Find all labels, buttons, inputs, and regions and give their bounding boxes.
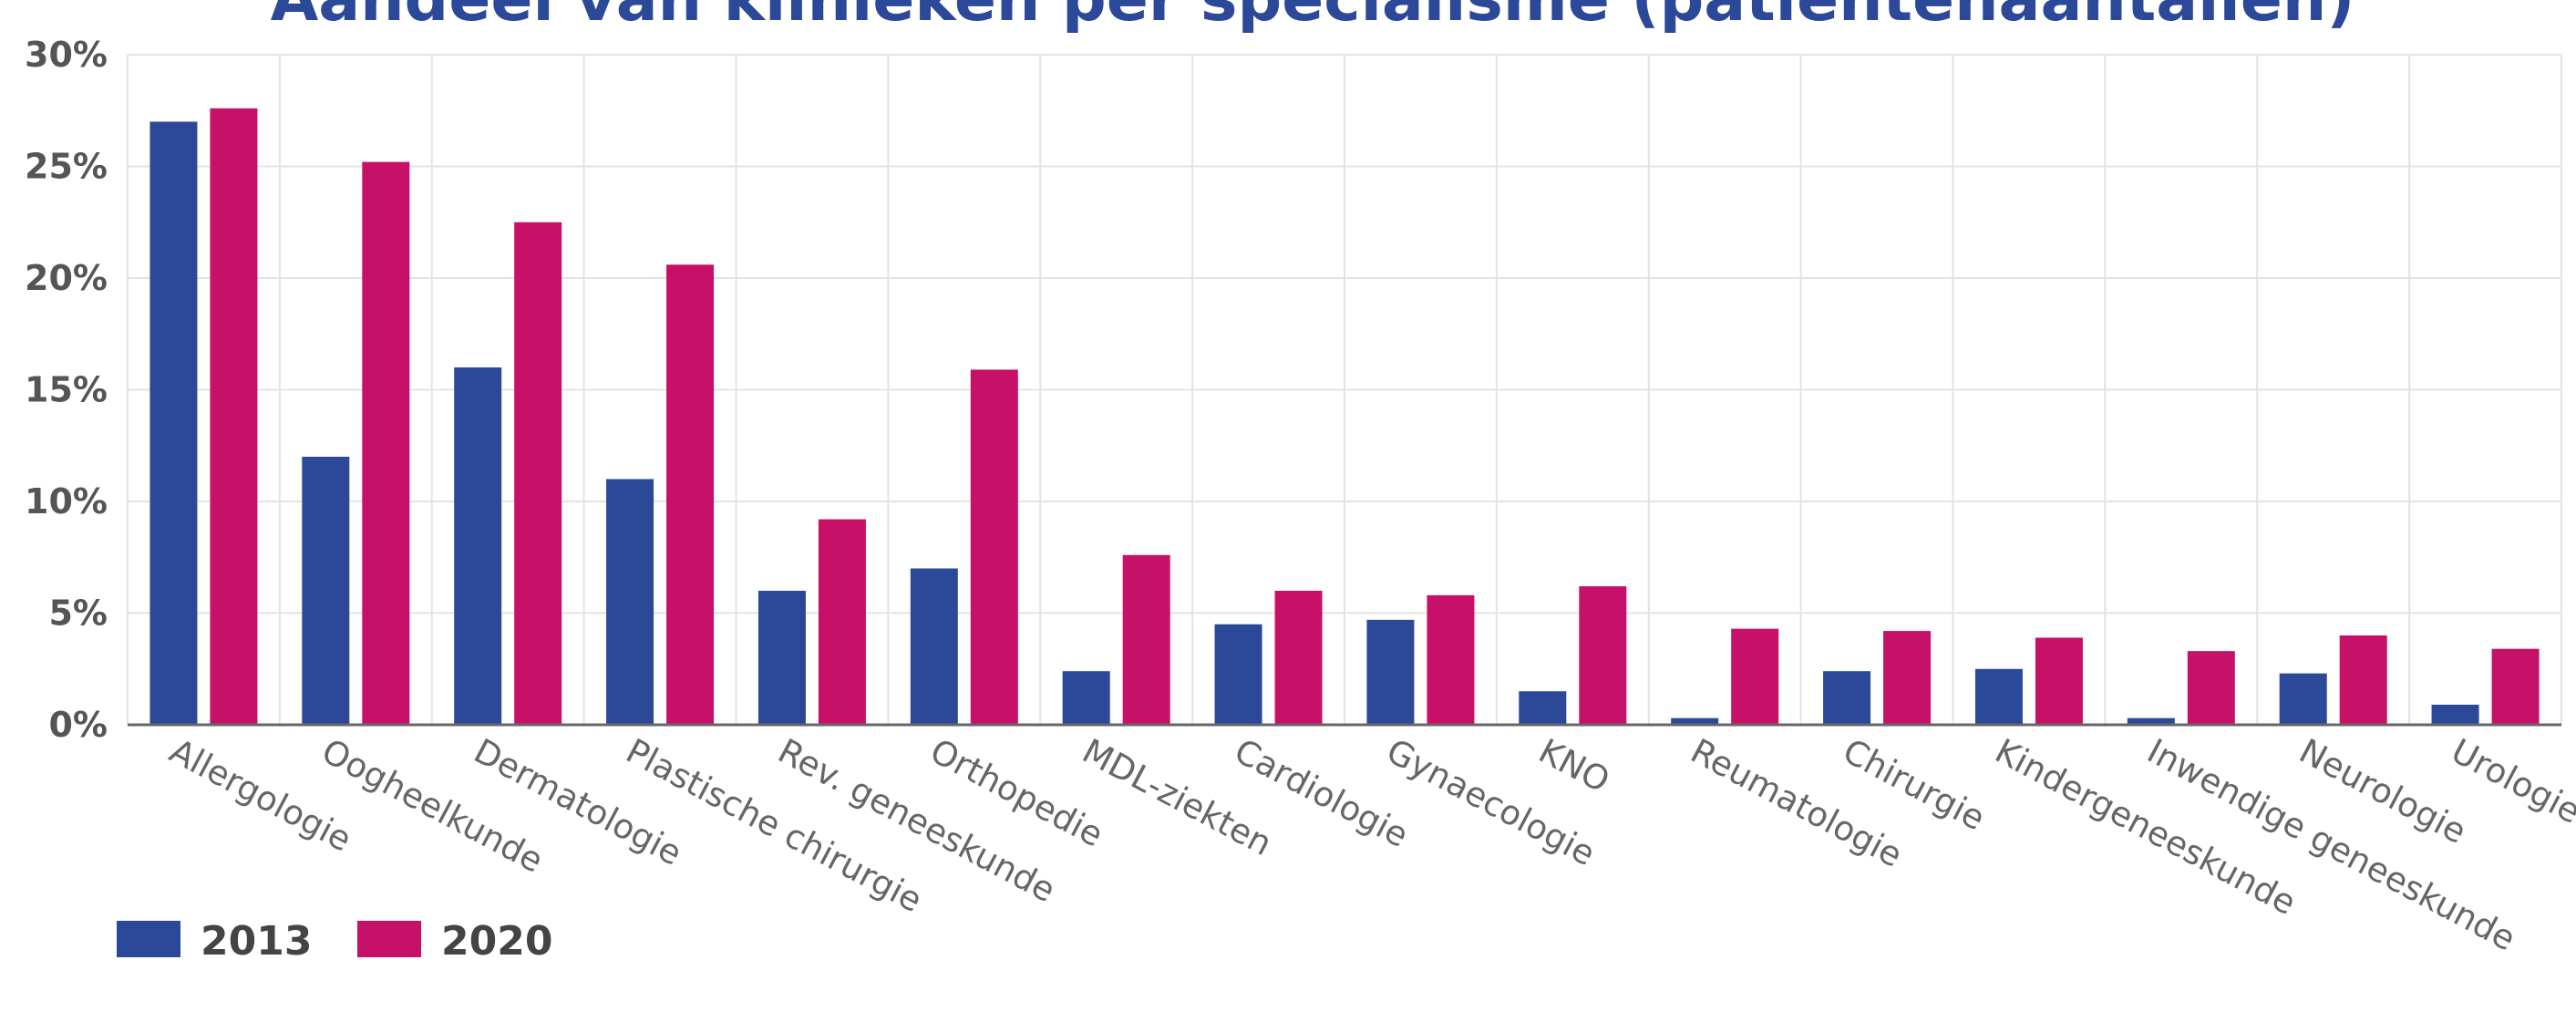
y-tick-label: 15% bbox=[25, 370, 108, 410]
bar-2013 bbox=[302, 457, 350, 725]
y-tick-label: 30% bbox=[25, 35, 108, 75]
chart-title: Aandeel van klinieken per specialisme (p… bbox=[271, 0, 2355, 36]
bar-2020 bbox=[666, 264, 715, 725]
bar-2013 bbox=[2279, 673, 2327, 725]
gridlines bbox=[127, 54, 2562, 726]
bar-2013 bbox=[1366, 619, 1415, 725]
bar-2020 bbox=[210, 108, 258, 726]
y-axis-ticks: 0% 5% 10% 15% 20% 25% 30% bbox=[25, 35, 108, 745]
bar-2013 bbox=[1974, 668, 2023, 725]
y-tick-label: 20% bbox=[25, 258, 108, 298]
bar-2020 bbox=[1122, 554, 1170, 725]
y-tick-label: 10% bbox=[25, 481, 108, 521]
bar-2013 bbox=[757, 591, 806, 725]
bar-2020 bbox=[1579, 586, 1627, 725]
bar-2013 bbox=[1214, 624, 1262, 725]
bar-2020 bbox=[1427, 594, 1475, 725]
bar-2020 bbox=[1883, 631, 1932, 725]
bar-2020 bbox=[514, 222, 562, 725]
bar-2020 bbox=[818, 519, 866, 725]
bar-2013 bbox=[1519, 691, 1567, 725]
y-tick-label: 5% bbox=[48, 594, 108, 634]
legend-label-2020: 2020 bbox=[441, 918, 552, 965]
x-tick-label: KNO bbox=[1532, 731, 1616, 800]
x-tick-label: Plastische chirurgie bbox=[620, 731, 929, 920]
bar-2013 bbox=[2127, 717, 2175, 725]
bar-2013 bbox=[2431, 704, 2479, 725]
bar-2013 bbox=[910, 568, 958, 725]
bar-2020 bbox=[2035, 637, 2083, 725]
legend-label-2013: 2013 bbox=[201, 918, 312, 965]
legend-swatch-2020 bbox=[357, 921, 421, 957]
bar-2013 bbox=[606, 479, 654, 725]
bars bbox=[149, 108, 2540, 726]
legend: 2013 2020 bbox=[117, 918, 552, 965]
bar-2013 bbox=[149, 121, 198, 725]
y-tick-label: 0% bbox=[48, 705, 108, 745]
bar-2013 bbox=[1671, 717, 1719, 725]
bar-2020 bbox=[970, 369, 1018, 725]
bar-2020 bbox=[2187, 651, 2235, 725]
bar-2013 bbox=[1062, 671, 1110, 725]
bar-2020 bbox=[2491, 648, 2540, 725]
bar-2013 bbox=[454, 367, 502, 725]
bar-2013 bbox=[1823, 671, 1871, 725]
bar-2020 bbox=[2339, 635, 2387, 725]
legend-swatch-2013 bbox=[117, 921, 180, 957]
y-tick-label: 25% bbox=[25, 147, 108, 187]
bar-2020 bbox=[1731, 628, 1779, 725]
bar-2020 bbox=[1274, 591, 1323, 725]
bar-2020 bbox=[362, 161, 410, 726]
